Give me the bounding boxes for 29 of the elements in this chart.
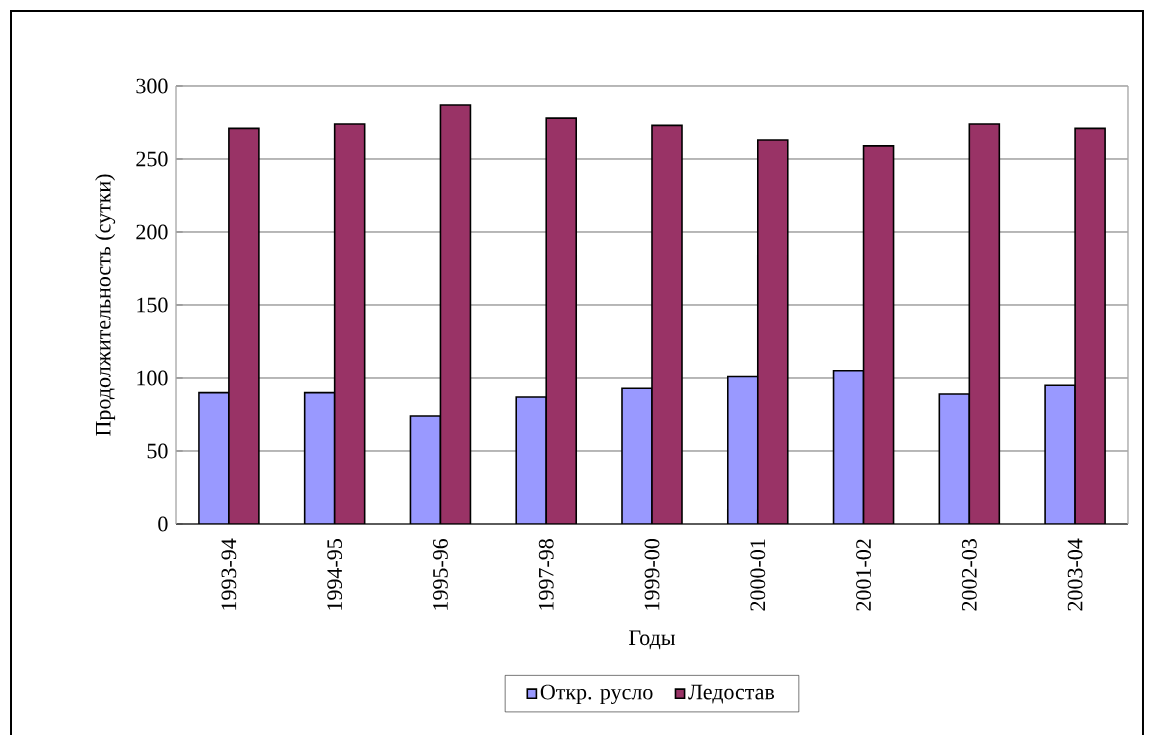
x-tick-label: 1995-96 (433, 538, 448, 610)
x-tick-label: 2001-02 (856, 539, 871, 611)
y-tick-label: 50 (147, 443, 168, 459)
y-tick-label: 0 (158, 516, 168, 532)
bar (545, 117, 578, 524)
legend-label: Ледостав (688, 684, 775, 704)
y-tick-label: 150 (137, 297, 168, 313)
x-tick-label: 1994-95 (327, 539, 343, 610)
x-axis-title: Годы (629, 630, 676, 650)
x-tick-label: 2002-03 (961, 539, 977, 611)
bar (862, 145, 895, 524)
y-tick-label: 100 (137, 370, 168, 386)
legend-label: Откр. русло (540, 684, 653, 705)
bar (439, 104, 472, 524)
bar (333, 123, 366, 524)
bar (651, 124, 683, 524)
bar (756, 139, 789, 524)
y-tick-label: 200 (136, 224, 168, 240)
bar (968, 123, 1001, 524)
x-tick-label: 2003-04 (1067, 538, 1083, 611)
x-tick-label: 1997-98 (538, 539, 554, 610)
x-tick-label: 2000-01 (750, 539, 766, 611)
bar (1074, 127, 1106, 524)
y-tick-label: 300 (136, 78, 168, 94)
x-tick-label: 1999-00 (644, 539, 660, 610)
x-tick-label: 1993-94 (221, 538, 237, 610)
y-axis-title: Продолжительность (сутки) (95, 174, 116, 436)
bar (228, 127, 260, 524)
y-tick-label: 250 (136, 151, 168, 167)
